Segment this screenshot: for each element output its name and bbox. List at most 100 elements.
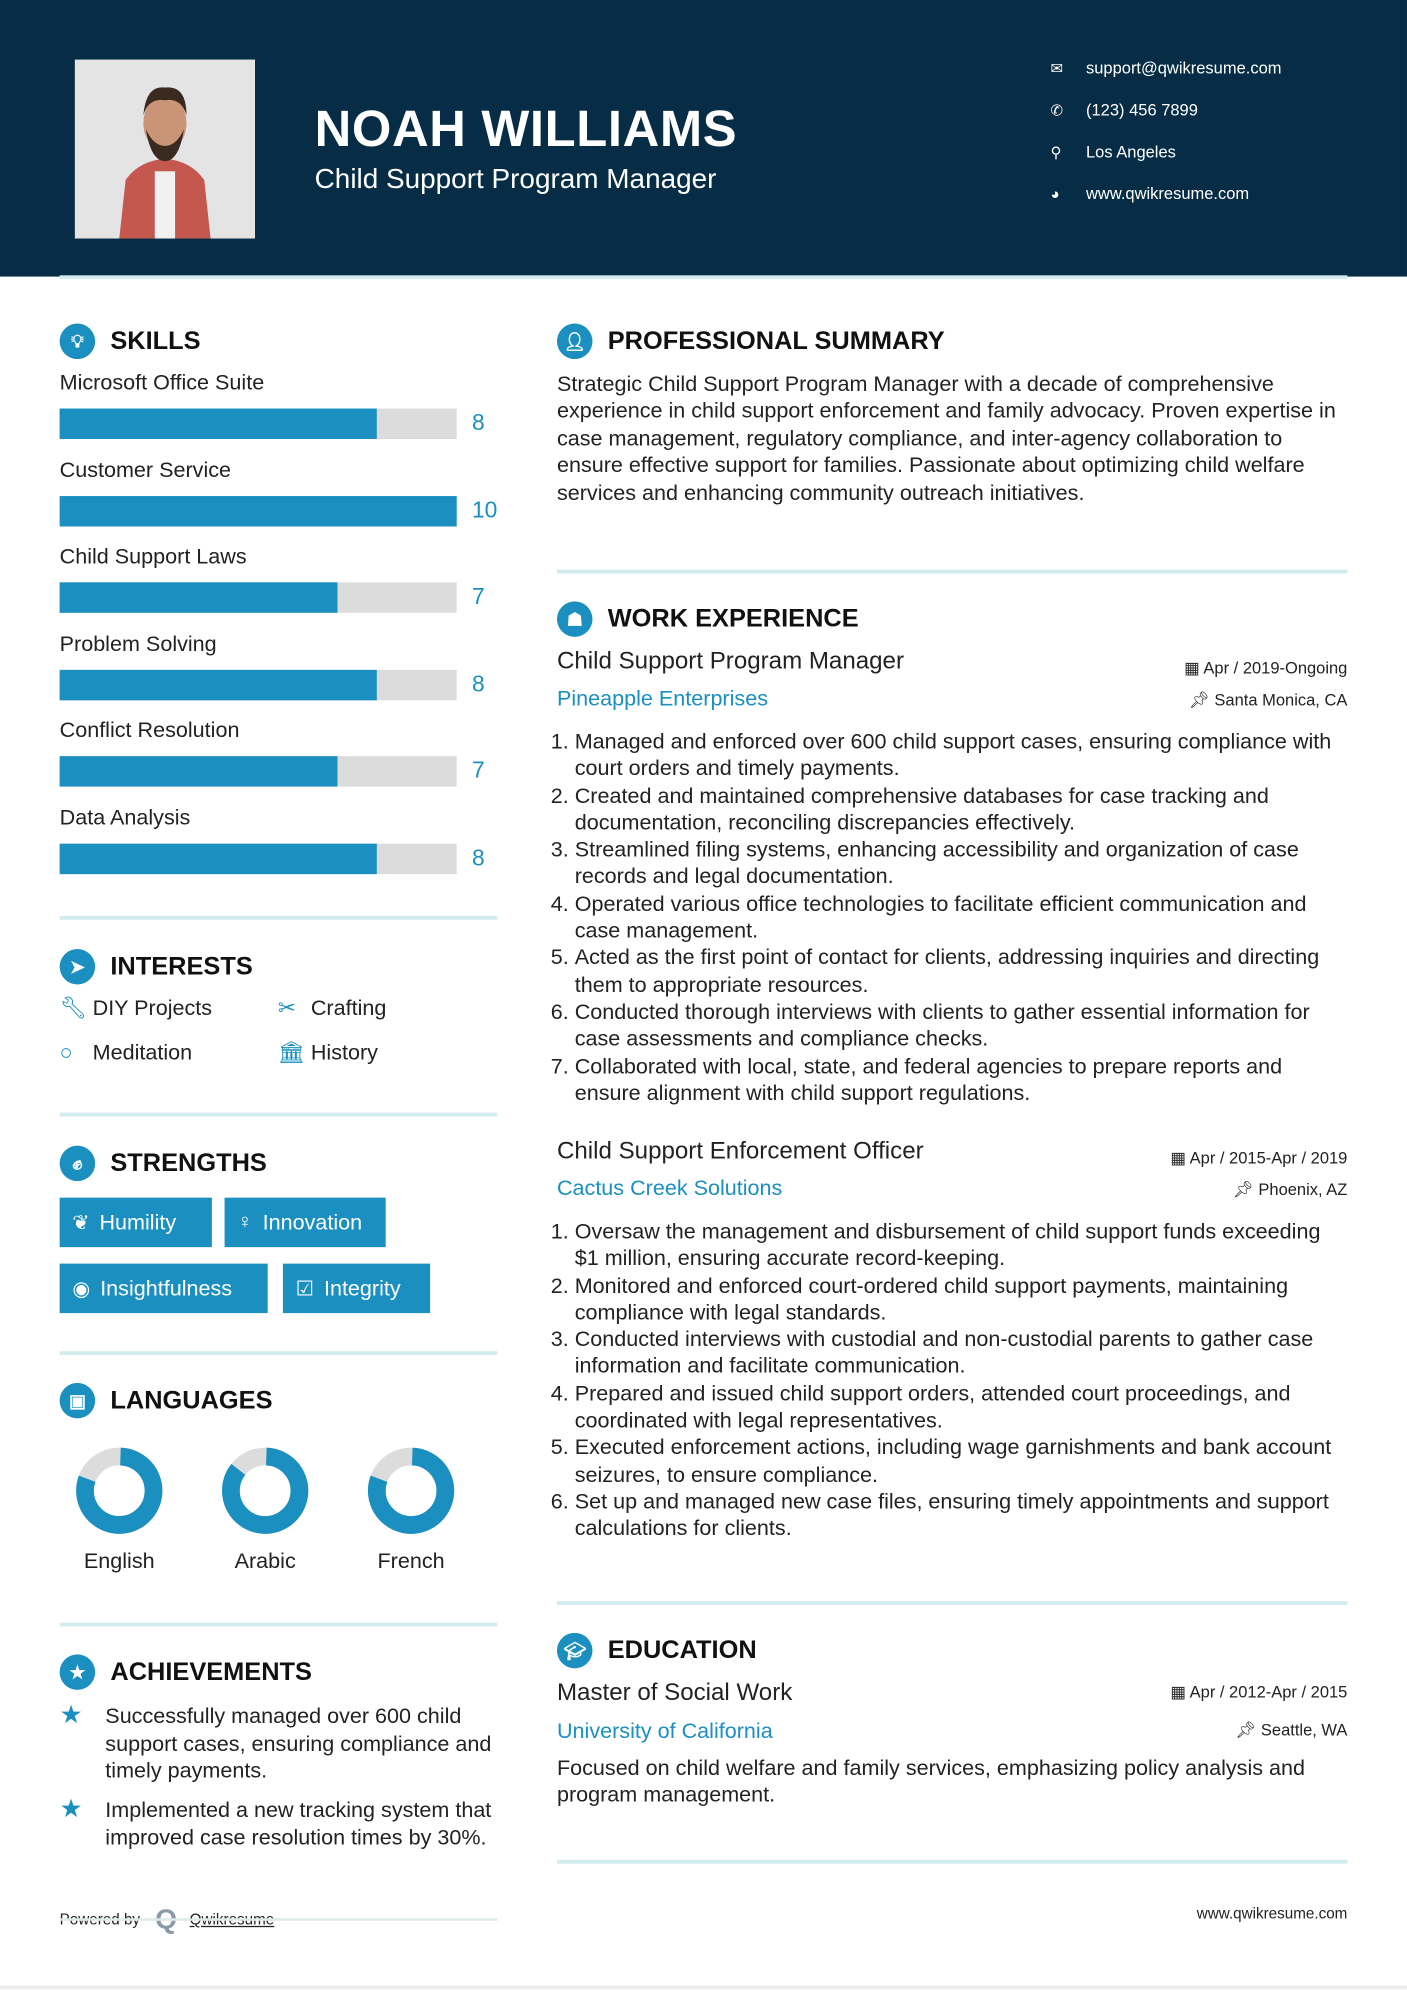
skill-bar xyxy=(59,582,457,613)
achievements-heading-text: ACHIEVEMENTS xyxy=(110,1657,312,1686)
strengths-heading-text: STRENGTHS xyxy=(110,1148,267,1177)
job-bullet: Oversaw the management and disbursement … xyxy=(575,1218,1349,1272)
language-label: Arabic xyxy=(234,1549,296,1574)
skill-label: Child Support Laws xyxy=(59,544,247,569)
skill-bar xyxy=(59,669,457,700)
globe-icon: ◕ xyxy=(1050,184,1060,203)
strength-label: Insightfulness xyxy=(100,1275,233,1300)
language-donut xyxy=(367,1447,455,1534)
interest-item: ○ Meditation xyxy=(60,1040,192,1065)
achievement-text: Implemented a new tracking system that i… xyxy=(105,1797,492,1850)
divider xyxy=(59,1622,498,1627)
job-bullet: Operated various office technologies to … xyxy=(575,890,1349,944)
bank-icon: 🏛︎ xyxy=(277,1040,306,1065)
interest-item: 🔧︎ DIY Projects xyxy=(60,996,212,1021)
job-date-text: Apr / 2015-Apr / 2019 xyxy=(1189,1148,1348,1168)
company-name[interactable]: Pineapple Enterprises xyxy=(556,686,768,711)
contact-phone[interactable]: ✆ (123) 456 7899 xyxy=(1050,100,1197,119)
summary-heading: 👤︎ PROFESSIONAL SUMMARY xyxy=(556,323,945,360)
graduate-icon: 🎓︎ xyxy=(556,1632,593,1669)
contact-location: ⚲ Los Angeles xyxy=(1050,142,1175,161)
translate-icon: ▣ xyxy=(59,1382,96,1419)
language-donut xyxy=(76,1447,163,1534)
job-location-text: Santa Monica, CA xyxy=(1214,690,1348,710)
skill-label: Microsoft Office Suite xyxy=(59,370,265,395)
languages-heading: ▣ LANGUAGES xyxy=(59,1382,273,1419)
job-bullet: Conducted interviews with custodial and … xyxy=(575,1326,1349,1380)
divider xyxy=(556,1859,1348,1864)
skill-label: Problem Solving xyxy=(59,631,217,656)
skill-bar xyxy=(59,843,457,874)
strength-tag: ☑ Integrity xyxy=(282,1263,431,1314)
divider xyxy=(556,569,1348,574)
pin-icon: 📌︎ xyxy=(1235,1720,1261,1740)
leaf-icon: ❦ xyxy=(72,1212,90,1234)
profile-photo xyxy=(74,59,256,239)
job-bullet: Collaborated with local, state, and fede… xyxy=(575,1052,1349,1106)
company-name[interactable]: Cactus Creek Solutions xyxy=(556,1176,783,1201)
divider xyxy=(556,1601,1348,1605)
contact-email[interactable]: ✉ support@qwikresume.com xyxy=(1050,58,1281,77)
eye-icon: ◉ xyxy=(72,1278,91,1300)
footer-website[interactable]: www.qwikresume.com xyxy=(1196,1904,1348,1923)
job-bullet: Monitored and enforced court-ordered chi… xyxy=(575,1272,1349,1326)
divider xyxy=(59,1112,498,1117)
skill-bar-fill xyxy=(59,495,457,526)
map-pin-icon: ⚲ xyxy=(1050,142,1062,161)
calendar-icon: ▦ xyxy=(1170,1148,1190,1168)
achievement-item: ★ Successfully managed over 600 child sup… xyxy=(60,1702,498,1785)
interests-heading: ➤ INTERESTS xyxy=(59,948,253,985)
skills-heading: 💡︎ SKILLS xyxy=(59,323,201,360)
candidate-name: NOAH WILLIAMS xyxy=(314,101,738,158)
star-badge-icon: ★ xyxy=(59,1654,96,1690)
donut-fill xyxy=(367,1447,455,1534)
skill-bar xyxy=(59,408,457,439)
education-date: ▦ Apr / 2012-Apr / 2015 xyxy=(1170,1682,1347,1702)
pin-icon: 📌︎ xyxy=(1232,1179,1259,1199)
education-location-text: Seattle, WA xyxy=(1260,1720,1348,1740)
contact-website[interactable]: ◕ www.qwikresume.com xyxy=(1050,184,1249,203)
skill-value: 8 xyxy=(471,670,485,696)
job-bullet: Created and maintained comprehensive dat… xyxy=(575,782,1349,836)
education-heading-text: EDUCATION xyxy=(607,1635,757,1664)
job-bullets: Managed and enforced over 600 child supp… xyxy=(557,728,1349,1106)
header-divider xyxy=(59,275,1348,280)
divider xyxy=(59,1351,498,1355)
language-donut xyxy=(222,1447,309,1534)
job-bullet: Acted as the first point of contact for … xyxy=(575,944,1349,998)
experience-heading: ☗ WORK EXPERIENCE xyxy=(556,601,859,637)
job-date: ▦ Apr / 2019-Ongoing xyxy=(1184,658,1347,678)
location-text: Los Angeles xyxy=(1086,142,1176,162)
wrench-icon: 🔧︎ xyxy=(59,995,88,1021)
job-date: ▦ Apr / 2015-Apr / 2019 xyxy=(1170,1148,1347,1168)
education-description: Focused on child welfare and family serv… xyxy=(556,1755,1306,1808)
skill-bar xyxy=(59,756,457,787)
shooting-star-icon: ★ xyxy=(59,1795,83,1824)
interest-label: History xyxy=(310,1040,378,1065)
job-bullet: Set up and managed new case files, ensur… xyxy=(575,1488,1349,1542)
interest-item: 🏛︎ History xyxy=(278,1040,378,1065)
calendar-icon: ▦ xyxy=(1170,1682,1190,1702)
job-date-text: Apr / 2019-Ongoing xyxy=(1203,658,1348,678)
check-square-icon: ☑ xyxy=(295,1278,314,1300)
skill-bar-fill xyxy=(59,582,338,613)
skill-bar-fill xyxy=(59,408,378,439)
skill-bar-fill xyxy=(59,669,378,700)
interest-label: Meditation xyxy=(92,1040,193,1065)
education-location: 📌︎ Seattle, WA xyxy=(1235,1720,1347,1740)
skill-label: Customer Service xyxy=(59,457,232,482)
job-title: Child Support Program Manager xyxy=(556,648,904,675)
summary-text: Strategic Child Support Program Manager … xyxy=(556,371,1336,505)
strengths-heading: ✊︎ STRENGTHS xyxy=(59,1145,267,1182)
lightbulb-icon: ♀ xyxy=(237,1210,253,1233)
skill-bar xyxy=(59,495,457,526)
interest-item: ✂ Crafting xyxy=(278,996,387,1021)
candidate-title: Child Support Program Manager xyxy=(314,162,717,195)
job-bullets: Oversaw the management and disbursement … xyxy=(557,1218,1349,1542)
school[interactable]: University of California xyxy=(556,1719,773,1744)
experience-heading-text: WORK EXPERIENCE xyxy=(607,604,859,633)
donut-fill xyxy=(222,1447,309,1534)
job-location: 📌︎ Phoenix, AZ xyxy=(1233,1180,1347,1200)
achievement-text: Successfully managed over 600 child supp… xyxy=(105,1703,492,1783)
